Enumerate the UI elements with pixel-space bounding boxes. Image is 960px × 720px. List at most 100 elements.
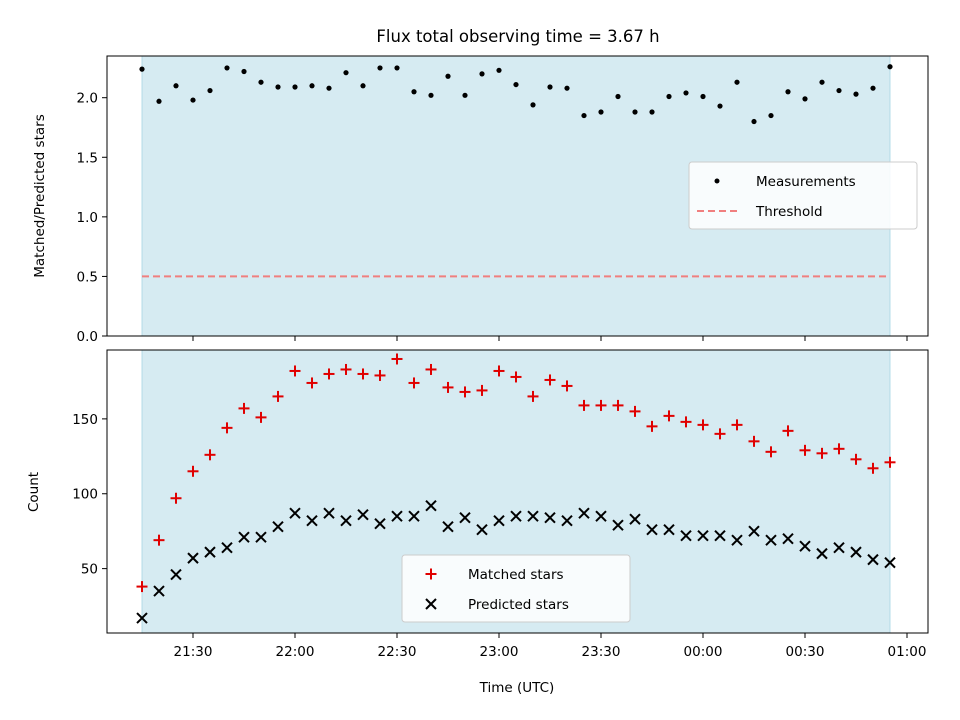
bottom-panel: 50 100 150 21:30 22:00 22:30 23:00 23:30 00:00 0…: [26, 349, 929, 696]
measurement-point: [598, 109, 604, 115]
top-legend-box: [688, 161, 918, 230]
matched-star-point: [510, 371, 522, 383]
x-axis-label: Time (UTC): [479, 680, 555, 696]
x-tick-label: 21:30: [174, 644, 213, 660]
matched-star-point: [374, 369, 386, 381]
predicted-star-point: [680, 529, 692, 542]
top-y-axis-label: Matched/Predicted stars: [32, 114, 48, 277]
matched-star-point: [629, 405, 641, 417]
measurement-point: [241, 68, 247, 75]
measurement-point: [819, 79, 825, 85]
predicted-star-point: [646, 523, 658, 536]
measurement-point: [462, 92, 468, 98]
measurement-point: [343, 70, 349, 76]
legend-threshold-label: Threshold: [755, 204, 823, 220]
matched-star-point: [867, 462, 879, 474]
predicted-star-point: [306, 514, 318, 527]
measurement-point: [360, 83, 366, 89]
matched-star-point: [204, 449, 216, 461]
measurement-point: [139, 66, 145, 72]
predicted-star-point: [544, 511, 556, 524]
predicted-star-point: [697, 529, 709, 542]
matched-star-point: [663, 410, 675, 422]
measurement-point: [768, 112, 774, 119]
matched-star-point: [187, 465, 199, 477]
measurement-point: [207, 87, 213, 94]
matched-star-point: [221, 422, 233, 434]
legend-measurements-marker: [714, 178, 720, 184]
measurement-point: [870, 85, 876, 91]
predicted-star-point: [187, 552, 199, 564]
predicted-star-point: [272, 520, 284, 533]
predicted-star-point: [238, 531, 250, 543]
predicted-star-point: [714, 529, 726, 542]
measurement-point: [411, 89, 417, 95]
bottom-y-axis-label: Count: [26, 472, 42, 512]
matched-star-point: [153, 534, 165, 546]
predicted-star-point: [357, 509, 369, 521]
measurement-point: [496, 67, 502, 73]
matched-star-point: [238, 402, 250, 414]
top-legend: Measurements Threshold: [688, 161, 918, 230]
measurement-point: [785, 89, 791, 95]
predicted-star-point: [136, 612, 148, 624]
predicted-star-point: [561, 514, 573, 527]
predicted-star-point: [833, 541, 845, 554]
measurement-point: [394, 65, 400, 71]
measurement-point: [700, 93, 706, 100]
bottom-y-tick-label: 150: [72, 412, 98, 428]
predicted-star-point: [221, 541, 233, 554]
predicted-star-point: [816, 547, 828, 560]
matched-star-point: [527, 390, 539, 402]
matched-star-point: [561, 380, 573, 392]
measurement-point: [649, 109, 655, 115]
x-tick-label: 22:30: [378, 644, 417, 660]
matched-star-point: [408, 377, 420, 389]
measurement-point: [717, 103, 723, 109]
predicted-star-point: [374, 517, 386, 530]
predicted-star-point: [612, 519, 624, 531]
matched-star-point: [782, 425, 794, 437]
measurement-point: [224, 65, 230, 71]
matched-star-point: [884, 456, 896, 468]
predicted-star-point: [170, 568, 182, 581]
matched-star-point: [646, 420, 658, 432]
matched-star-point: [476, 384, 488, 396]
x-tick-label: 00:00: [684, 644, 723, 660]
measurement-point: [683, 90, 689, 96]
predicted-star-point: [663, 523, 675, 536]
measurement-point: [853, 91, 859, 97]
matched-star-point: [544, 374, 556, 386]
measurement-point: [479, 71, 485, 77]
predicted-star-point: [493, 514, 505, 527]
measurement-point: [292, 84, 298, 90]
matched-star-point: [799, 444, 811, 456]
predicted-star-point: [867, 553, 879, 566]
measurement-point: [836, 87, 842, 94]
predicted-star-point: [748, 525, 760, 537]
matched-star-point: [255, 411, 267, 423]
matched-star-point: [714, 428, 726, 440]
bottom-y-tick-label: 50: [81, 562, 98, 578]
x-tick-label: 01:00: [888, 644, 927, 660]
predicted-star-point: [391, 510, 403, 522]
matched-star-point: [442, 381, 454, 393]
legend-matched-marker: [425, 568, 437, 580]
predicted-star-point: [476, 523, 488, 536]
predicted-star-point: [595, 510, 607, 522]
predicted-star-point: [408, 510, 420, 522]
measurement-point: [309, 83, 315, 89]
matched-star-point: [748, 435, 760, 447]
predicted-star-point: [578, 507, 590, 519]
legend-measurements-label: Measurements: [756, 174, 856, 190]
chart-title: Flux total observing time = 3.67 h: [376, 27, 659, 46]
matched-star-point: [357, 368, 369, 380]
measurement-point: [547, 84, 553, 90]
matched-star-point: [765, 446, 777, 458]
measurement-point: [581, 112, 587, 119]
bottom-panel-frame: [106, 349, 929, 634]
bottom-y-tick-label: 100: [72, 487, 98, 503]
measurement-point: [428, 92, 434, 98]
x-tick-label: 23:30: [582, 644, 621, 660]
bottom-legend: Matched stars Predicted stars: [401, 554, 631, 623]
